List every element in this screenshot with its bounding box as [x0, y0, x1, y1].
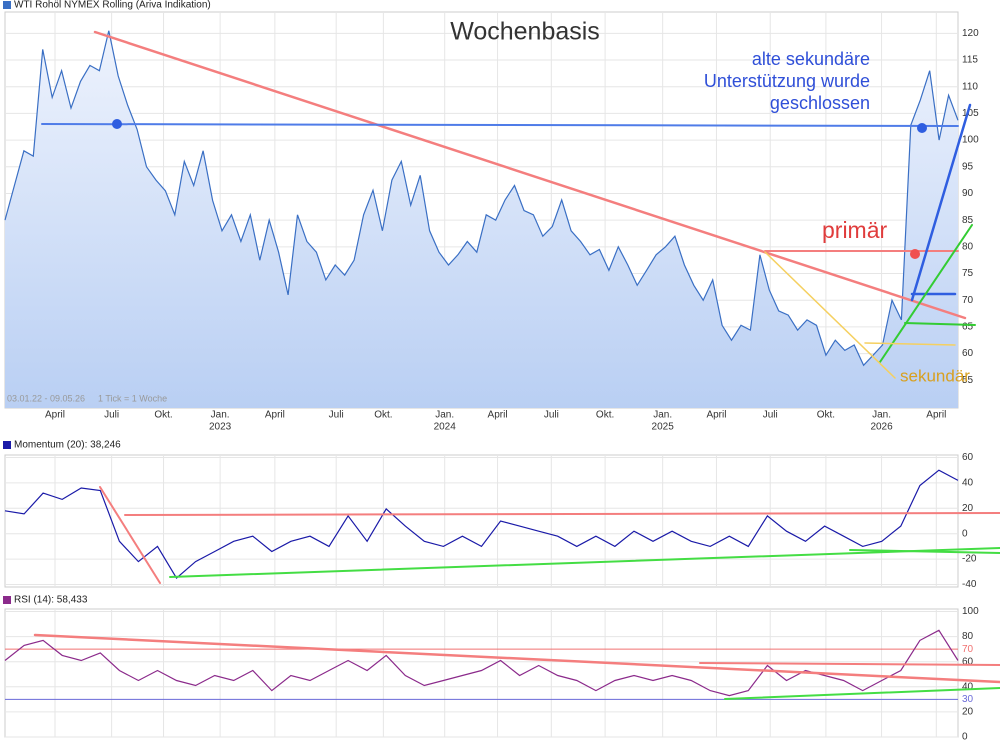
area [5, 30, 958, 408]
trendline [764, 251, 896, 379]
y-tick-label: 105 [962, 108, 979, 119]
x-tick-year: 2025 [652, 422, 675, 433]
y-tick-label: 120 [962, 28, 979, 39]
x-tick-label: Juli [104, 410, 119, 421]
y-tick-label: 60 [962, 348, 974, 359]
line [4, 629, 959, 697]
plot-area [4, 454, 959, 588]
note: alte sekundäre [752, 49, 870, 69]
line [4, 469, 959, 580]
y-tick-label: 60 [962, 452, 974, 463]
range-label: 03.01.22 - 09.05.26 [7, 393, 85, 403]
x-tick-label: April [926, 410, 946, 421]
y-tick-label: 95 [962, 161, 974, 172]
heading: Wochenbasis [450, 18, 600, 46]
legend-swatch [3, 596, 11, 604]
panel-title: Momentum (20): 38,246 [14, 440, 121, 451]
y-tick-label: 70 [962, 644, 974, 655]
trendline [41, 123, 959, 127]
trendlines [33, 30, 1000, 700]
y-tick-label: 40 [962, 478, 974, 489]
y-tick-label: 60 [962, 656, 974, 667]
y-tick-label: 70 [962, 295, 974, 306]
x-tick-year: 2024 [434, 422, 457, 433]
x-tick-year: 2023 [209, 422, 232, 433]
y-tick-label: 0 [962, 732, 968, 743]
y-tick-label: 55 [962, 375, 974, 386]
trendline [864, 342, 956, 346]
y-tick-label: 100 [962, 606, 979, 617]
x-tick-label: April [706, 410, 726, 421]
x-tick-label: Juli [544, 410, 559, 421]
y-tick-label: 65 [962, 322, 974, 333]
x-tick-label: April [45, 410, 65, 421]
y-tick-label: 30 [962, 694, 974, 705]
trendline [879, 224, 973, 363]
x-tick-label: Jan. [211, 410, 230, 421]
x-tick-label: April [265, 410, 285, 421]
y-tick-label: 40 [962, 681, 974, 692]
trendline [904, 322, 976, 326]
note: Unterstützung wurde [704, 71, 870, 91]
y-tick-label: 20 [962, 503, 974, 514]
x-tick-year: 2026 [870, 422, 893, 433]
marker [917, 123, 927, 133]
trendline [169, 547, 1000, 578]
trendline [33, 633, 1000, 684]
y-tick-label: 75 [962, 268, 974, 279]
line [4, 30, 959, 367]
x-tick-label: April [488, 410, 508, 421]
trendline [699, 662, 1000, 666]
trendline [849, 549, 1000, 554]
x-tick-label: Juli [763, 410, 778, 421]
x-tick-label: Okt. [154, 410, 172, 421]
secondary-label: sekundär [900, 366, 970, 385]
y-tick-label: 80 [962, 241, 974, 252]
y-tick-label: -40 [962, 579, 977, 590]
panel-title: RSI (14): 58,433 [14, 595, 88, 606]
primary-label: primär [822, 217, 888, 243]
x-tick-label: Jan. [435, 410, 454, 421]
legend-swatch [3, 441, 11, 449]
x-tick-label: Juli [329, 410, 344, 421]
x-tick-label: Okt. [596, 410, 614, 421]
y-tick-label: 85 [962, 215, 974, 226]
trendline [910, 103, 972, 302]
y-tick-label: 0 [962, 528, 968, 539]
trendline [724, 687, 1000, 700]
x-tick-label: Okt. [374, 410, 392, 421]
trendline [93, 30, 967, 320]
y-tick-label: 90 [962, 188, 974, 199]
y-tick-label: 80 [962, 631, 974, 642]
x-tick-label: Okt. [817, 410, 835, 421]
x-tick-label: Jan. [872, 410, 891, 421]
marker [910, 249, 920, 259]
y-tick-label: -20 [962, 554, 977, 565]
tick-note: 1 Tick = 1 Woche [98, 393, 167, 403]
x-tick-label: Jan. [653, 410, 672, 421]
y-tick-label: 110 [962, 81, 978, 92]
legend-swatch [3, 1, 11, 9]
marker [112, 119, 122, 129]
y-tick-label: 20 [962, 707, 974, 718]
y-tick-label: 115 [962, 55, 978, 66]
trendline [124, 512, 1000, 516]
panel-title: WTI Rohöl NYMEX Rolling (Ariva Indikatio… [14, 0, 211, 11]
y-tick-label: 100 [962, 135, 979, 146]
note: geschlossen [770, 93, 870, 113]
trendline [99, 486, 161, 584]
